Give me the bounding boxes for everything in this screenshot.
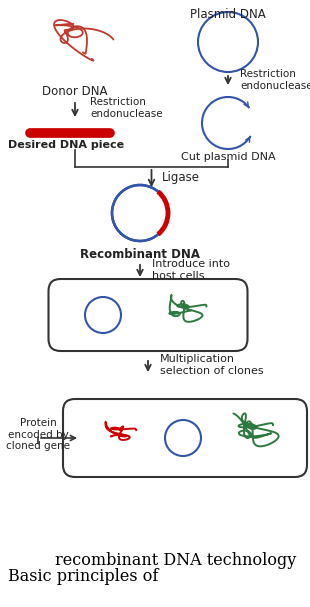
Text: Donor DNA: Donor DNA (42, 85, 108, 98)
Text: Recombinant DNA: Recombinant DNA (80, 248, 200, 261)
Text: Cut plasmid DNA: Cut plasmid DNA (181, 152, 275, 162)
Text: Plasmid DNA: Plasmid DNA (190, 8, 266, 21)
Text: recombinant DNA technology: recombinant DNA technology (55, 552, 296, 569)
Text: Protein
encoded by
cloned gene: Protein encoded by cloned gene (6, 418, 70, 451)
Text: Desired DNA piece: Desired DNA piece (8, 140, 124, 150)
Text: Multiplication
selection of clones: Multiplication selection of clones (160, 354, 264, 376)
FancyBboxPatch shape (63, 399, 307, 477)
Text: Restriction
endonuclease: Restriction endonuclease (90, 97, 163, 119)
Text: Ligase: Ligase (162, 172, 200, 185)
Text: Restriction
endonuclease: Restriction endonuclease (240, 69, 310, 91)
Text: Introduce into
host cells: Introduce into host cells (152, 259, 230, 281)
Text: Basic principles of: Basic principles of (8, 568, 158, 585)
FancyBboxPatch shape (48, 279, 247, 351)
